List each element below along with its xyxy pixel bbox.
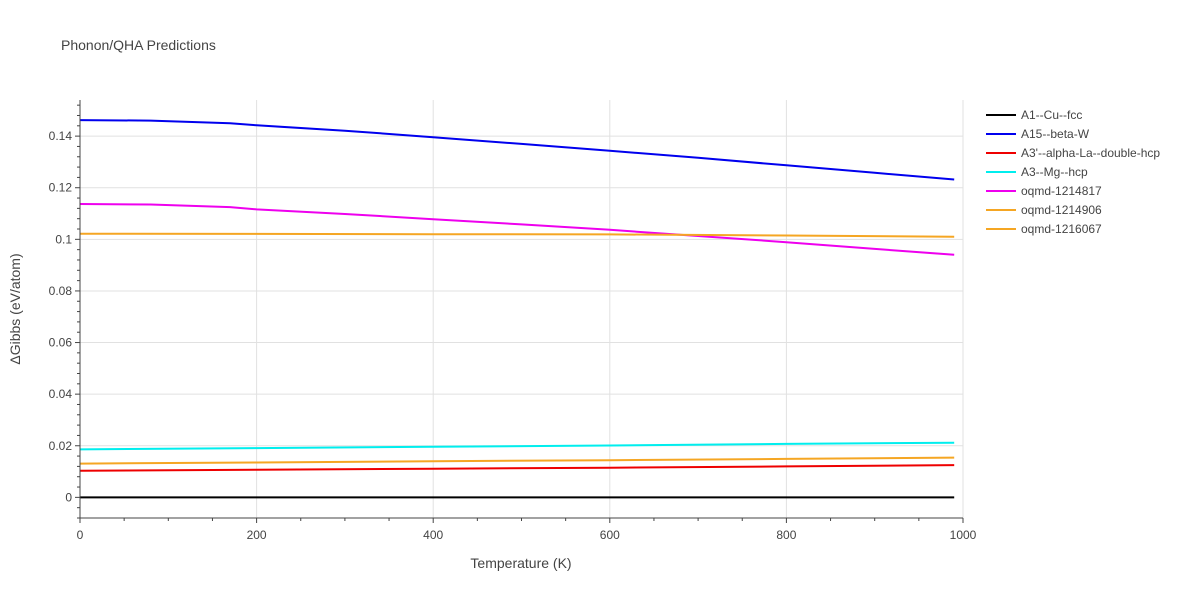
series-line-oqmd-1214817	[79, 203, 955, 256]
series-line-a15-beta-w	[79, 119, 955, 181]
legend-label: oqmd-1214817	[1021, 184, 1102, 198]
y-tick-label: 0.04	[49, 387, 73, 401]
legend-label: A3'--alpha-La--double-hcp	[1021, 146, 1160, 160]
x-tick-label: 400	[423, 528, 443, 542]
x-tick-label: 800	[776, 528, 796, 542]
legend-label: oqmd-1216067	[1021, 222, 1102, 236]
series-line-a3-mg-hcp	[79, 441, 955, 451]
series-lines	[79, 119, 955, 499]
y-tick-label: 0.02	[49, 439, 73, 453]
y-tick-label: 0.12	[49, 181, 73, 195]
x-tick-label: 200	[247, 528, 267, 542]
legend: A1--Cu--fcc A15--beta-W A3'--alpha-La--dou…	[986, 108, 1160, 236]
x-axis-label: Temperature (K)	[470, 555, 571, 571]
series-line-a3-alpha-la-double-hcp	[79, 464, 955, 472]
y-ticks: 0 0.02 0.04 0.06 0.08 0.1 0.12 0.14	[49, 129, 73, 504]
x-tick-label: 0	[77, 528, 84, 542]
legend-label: A15--beta-W	[1021, 127, 1090, 141]
y-tick-label: 0.14	[49, 129, 73, 143]
y-tick-label: 0	[65, 490, 72, 504]
series-line-oqmd-1214906	[79, 456, 955, 465]
chart-title: Phonon/QHA Predictions	[61, 37, 216, 53]
y-axis-label: ΔGibbs (eV/atom)	[7, 253, 23, 364]
grid	[80, 100, 964, 518]
legend-label: A1--Cu--fcc	[1021, 108, 1082, 122]
x-tick-label: 600	[600, 528, 620, 542]
legend-label: A3--Mg--hcp	[1021, 165, 1088, 179]
axes	[75, 100, 964, 523]
legend-label: oqmd-1214906	[1021, 203, 1102, 217]
x-tick-label: 1000	[950, 528, 977, 542]
y-tick-label: 0.06	[49, 336, 73, 350]
y-tick-label: 0.08	[49, 284, 73, 298]
y-tick-label: 0.1	[55, 232, 72, 246]
series-line-oqmd-1216067	[79, 232, 955, 238]
x-ticks: 0 200 400 600 800 1000	[77, 528, 977, 542]
